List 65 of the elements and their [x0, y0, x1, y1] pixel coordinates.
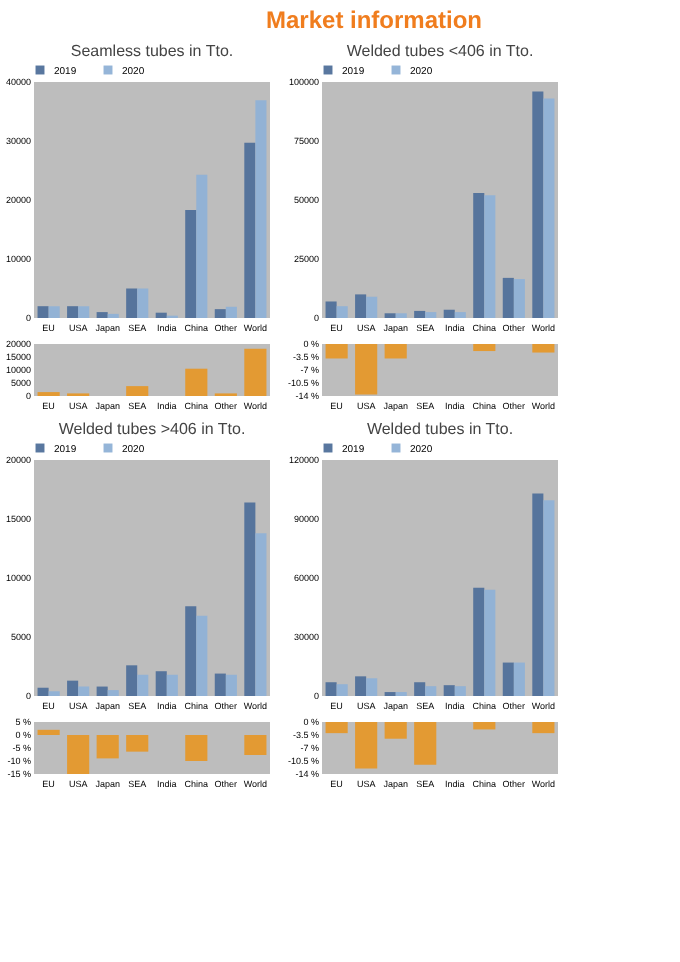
bar — [366, 678, 378, 696]
bar — [214, 673, 226, 696]
bar — [325, 301, 337, 318]
bar — [96, 686, 108, 696]
bar — [473, 587, 485, 696]
bar — [244, 348, 267, 396]
bar — [532, 91, 544, 318]
bar — [443, 309, 455, 318]
bar — [137, 288, 149, 318]
bar — [366, 296, 378, 318]
bar — [126, 386, 149, 396]
bar — [454, 312, 466, 318]
bar — [196, 615, 208, 696]
bar — [96, 312, 108, 318]
bar — [513, 662, 525, 696]
bar — [225, 306, 237, 318]
bar — [48, 306, 60, 318]
bar — [484, 195, 496, 318]
bar — [166, 674, 178, 696]
chart-title: Welded tubes >406 in Tto. — [58, 420, 246, 438]
bar — [543, 500, 555, 696]
bar — [255, 533, 267, 696]
bar — [78, 306, 90, 318]
bar — [336, 306, 348, 318]
bar — [225, 674, 237, 696]
bar — [155, 312, 167, 318]
bar — [502, 277, 514, 318]
chart-title: Welded tubes in Tto. — [366, 420, 514, 438]
bar — [355, 294, 367, 318]
bar — [67, 306, 79, 318]
bar — [532, 493, 544, 696]
bar — [355, 676, 367, 696]
chart-title: Seamless tubes in Tto. — [70, 42, 234, 60]
bar — [185, 210, 197, 318]
bar — [78, 686, 90, 696]
text: Market information — [265, 6, 483, 34]
bar — [244, 142, 256, 318]
bar — [244, 502, 256, 696]
bar — [126, 665, 138, 696]
bar — [214, 309, 226, 318]
bar — [484, 589, 496, 696]
bar — [67, 680, 79, 696]
bar — [325, 682, 337, 696]
bar — [137, 674, 149, 696]
chart-title: Welded tubes <406 in Tto. — [346, 42, 534, 60]
bar — [473, 192, 485, 318]
bar — [443, 685, 455, 696]
bar — [185, 368, 208, 396]
bar — [543, 98, 555, 318]
bar — [155, 671, 167, 696]
bar — [414, 310, 426, 318]
bar — [196, 174, 208, 318]
bar — [126, 288, 138, 318]
bar — [414, 682, 426, 696]
bar — [37, 687, 49, 696]
bar — [454, 686, 466, 696]
bar — [502, 662, 514, 696]
bar — [336, 684, 348, 696]
bar — [513, 279, 525, 318]
bar — [185, 606, 197, 696]
bar — [107, 690, 119, 696]
bar — [37, 306, 49, 318]
bar — [255, 100, 267, 318]
bar — [425, 686, 437, 696]
bar — [425, 312, 437, 318]
